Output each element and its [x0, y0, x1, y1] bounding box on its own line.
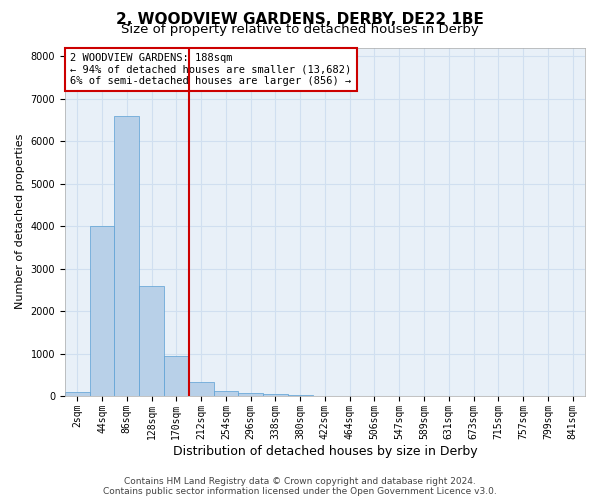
Text: Size of property relative to detached houses in Derby: Size of property relative to detached ho… [121, 22, 479, 36]
Text: 2, WOODVIEW GARDENS, DERBY, DE22 1BE: 2, WOODVIEW GARDENS, DERBY, DE22 1BE [116, 12, 484, 28]
Bar [189, 382, 214, 396]
Bar [65, 392, 89, 396]
X-axis label: Distribution of detached houses by size in Derby: Distribution of detached houses by size … [173, 444, 477, 458]
Bar [139, 286, 164, 396]
Bar [115, 116, 139, 396]
Text: Contains HM Land Registry data © Crown copyright and database right 2024.
Contai: Contains HM Land Registry data © Crown c… [103, 476, 497, 496]
Bar [164, 356, 189, 396]
Bar [89, 226, 115, 396]
Bar [238, 392, 263, 396]
Text: 2 WOODVIEW GARDENS: 188sqm
← 94% of detached houses are smaller (13,682)
6% of s: 2 WOODVIEW GARDENS: 188sqm ← 94% of deta… [70, 52, 352, 86]
Bar [288, 395, 313, 396]
Bar [214, 390, 238, 396]
Bar [263, 394, 288, 396]
Y-axis label: Number of detached properties: Number of detached properties [15, 134, 25, 310]
